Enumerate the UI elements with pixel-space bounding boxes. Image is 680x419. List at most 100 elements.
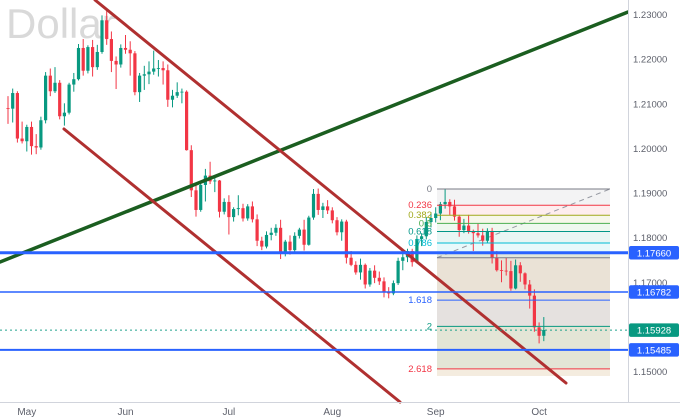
candle: [123, 35, 128, 54]
svg-text:0.786: 0.786: [408, 238, 432, 249]
candle: [420, 233, 424, 247]
candle: [114, 56, 118, 90]
symbol-watermark: Dollar: [6, 0, 116, 47]
candle: [326, 200, 330, 214]
candle: [58, 80, 62, 120]
candle: [335, 217, 339, 236]
candle: [382, 277, 386, 298]
candle: [44, 72, 48, 124]
svg-text:0: 0: [427, 184, 432, 195]
candle: [316, 188, 320, 215]
candle: [485, 228, 489, 243]
candle: [213, 177, 217, 193]
candle: [227, 195, 231, 235]
candle: [119, 44, 123, 68]
descending-trendline-channel[interactable]: [62, 127, 402, 404]
candle: [72, 72, 76, 92]
time-axis-label: Sep: [427, 407, 445, 418]
candle: [91, 39, 95, 77]
candle: [499, 260, 504, 283]
candle: [523, 272, 527, 290]
time-axis-label: Oct: [531, 407, 547, 418]
candle: [232, 207, 236, 222]
time-axis[interactable]: May Jun Jul Aug Sep Oct: [0, 402, 680, 419]
candle: [142, 65, 146, 90]
candle: [138, 72, 142, 102]
price-axis-label: 1.23000: [633, 10, 667, 21]
candle: [95, 44, 99, 70]
candle: [236, 195, 240, 216]
candle: [311, 188, 316, 220]
ascending-trendline[interactable]: [0, 10, 630, 264]
candle: [217, 180, 222, 218]
candle: [514, 259, 518, 290]
candle: [255, 214, 259, 247]
svg-text:2.618: 2.618: [408, 364, 432, 375]
candle: [147, 61, 151, 85]
candle: [203, 168, 207, 202]
candle: [504, 257, 508, 276]
price-badge: 1.17660: [629, 246, 679, 260]
candle: [424, 217, 428, 240]
candle: [128, 41, 132, 76]
candlestick-series: [6, 10, 546, 344]
svg-text:1.16782: 1.16782: [637, 287, 671, 298]
candle: [105, 10, 109, 45]
candle: [330, 207, 334, 224]
candle: [199, 183, 203, 212]
candle: [161, 61, 165, 85]
candle: [250, 201, 254, 223]
candle: [495, 251, 499, 272]
candle: [344, 219, 348, 264]
candle: [48, 68, 52, 97]
time-axis-label: Jun: [117, 407, 133, 418]
candle: [448, 199, 452, 215]
price-axis-label: 1.15000: [633, 367, 667, 378]
candle: [358, 258, 363, 280]
candle: [152, 50, 156, 75]
candle: [34, 134, 38, 155]
fib-bands: [437, 188, 610, 376]
candle: [241, 203, 245, 222]
candle: [185, 90, 189, 151]
fib-extension-zone: [437, 252, 610, 376]
candle: [260, 236, 264, 251]
candle: [363, 263, 367, 289]
candle: [434, 207, 438, 223]
price-axis-label: 1.20000: [633, 144, 667, 155]
candle: [354, 261, 358, 275]
candle: [11, 88, 15, 123]
price-axis-label: 1.22000: [633, 55, 667, 66]
candle: [387, 287, 391, 299]
candle: [156, 60, 160, 77]
candle: [377, 271, 381, 285]
candle: [340, 219, 344, 241]
candle: [76, 43, 81, 81]
candle: [62, 103, 66, 126]
candle: [264, 231, 269, 249]
candle: [175, 82, 179, 98]
candle: [373, 265, 377, 284]
candle: [467, 214, 471, 234]
candle: [368, 267, 372, 287]
price-badge: 1.15928: [629, 323, 679, 337]
candle: [208, 161, 212, 185]
candle: [189, 145, 193, 198]
candle: [476, 223, 480, 238]
descending-trendline-main[interactable]: [93, 0, 568, 385]
candle: [415, 235, 419, 264]
candle: [528, 280, 532, 309]
candle: [391, 280, 395, 296]
candle: [180, 88, 184, 104]
candle: [100, 15, 104, 54]
candle: [452, 199, 457, 221]
svg-text:1.15928: 1.15928: [637, 326, 671, 337]
price-axis[interactable]: 1.23000 1.22000 1.21000 1.20000 1.19000 1.180…: [628, 0, 680, 419]
candle: [166, 64, 170, 107]
svg-text:2: 2: [427, 321, 432, 332]
candle: [401, 253, 405, 271]
candle: [133, 51, 137, 96]
